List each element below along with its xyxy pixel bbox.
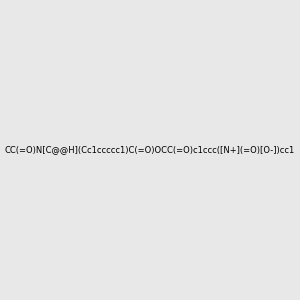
- Text: CC(=O)N[C@@H](Cc1ccccc1)C(=O)OCC(=O)c1ccc([N+](=O)[O-])cc1: CC(=O)N[C@@H](Cc1ccccc1)C(=O)OCC(=O)c1cc…: [5, 146, 295, 154]
